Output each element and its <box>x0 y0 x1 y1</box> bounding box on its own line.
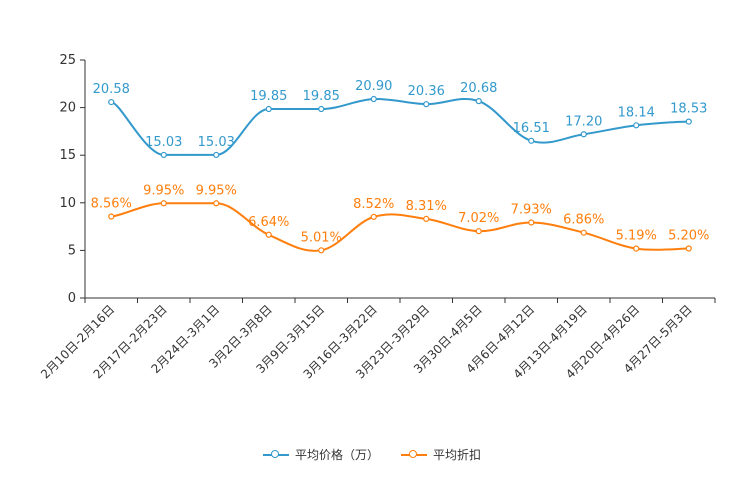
data-point <box>213 151 220 159</box>
data-label: 9.95% <box>143 183 184 198</box>
data-point <box>265 105 272 113</box>
legend: 平均价格（万） 平均折扣 <box>0 446 744 463</box>
data-point <box>108 213 115 220</box>
data-label: 7.02% <box>458 211 499 226</box>
y-tick-label: 5 <box>68 243 76 258</box>
data-point <box>528 219 535 226</box>
data-label: 15.03 <box>198 135 235 150</box>
legend-label-discount: 平均折扣 <box>433 448 482 462</box>
legend-swatch-price-icon <box>262 449 289 461</box>
data-label: 18.14 <box>618 105 655 120</box>
data-point <box>580 131 587 138</box>
y-tick-label: 0 <box>68 291 76 306</box>
data-label: 6.86% <box>563 213 604 228</box>
data-label: 5.20% <box>668 228 709 243</box>
data-point <box>633 122 640 129</box>
data-point <box>423 215 430 222</box>
legend-swatch-discount-icon <box>401 449 427 461</box>
data-label: 5.19% <box>616 229 657 244</box>
data-point <box>265 231 272 238</box>
data-point <box>685 118 692 125</box>
data-label: 16.51 <box>513 121 550 136</box>
data-point <box>160 151 167 159</box>
data-label: 20.36 <box>408 84 445 99</box>
data-label: 19.85 <box>303 89 340 104</box>
series-price: 20.58 15.03 15.03 19.85 19.85 20.90 20.36 20.68… <box>93 79 707 159</box>
data-label: 20.58 <box>93 82 130 97</box>
data-label: 17.20 <box>565 114 602 129</box>
legend-item-discount[interactable]: 平均折扣 <box>401 446 481 463</box>
y-tick-label: 25 <box>59 53 76 68</box>
y-tick-label: 15 <box>59 148 76 163</box>
data-label: 15.03 <box>145 135 182 150</box>
data-point <box>370 213 377 220</box>
data-label: 7.93% <box>511 203 552 218</box>
data-label: 20.90 <box>355 79 392 94</box>
legend-item-price[interactable]: 平均价格（万） <box>262 446 379 463</box>
data-point <box>580 229 587 236</box>
data-label: 9.95% <box>196 183 237 198</box>
y-tick-label: 10 <box>59 196 76 211</box>
legend-label-price: 平均价格（万） <box>294 448 379 462</box>
data-point <box>475 98 482 105</box>
data-point <box>475 228 482 235</box>
data-label: 19.85 <box>250 89 287 104</box>
series-discount: 8.56% 9.95% 9.95% 6.64% 5.01% 8.52% 8.31% 7.02%… <box>91 183 709 254</box>
data-point <box>318 105 325 113</box>
data-label: 20.68 <box>460 81 497 96</box>
data-label: 8.56% <box>91 197 132 212</box>
data-point <box>108 98 115 106</box>
y-tick-label: 20 <box>59 101 76 116</box>
series-layer: 20.58 15.03 15.03 19.85 19.85 20.90 20.36 20.68… <box>91 79 709 254</box>
data-point <box>423 101 430 108</box>
data-label: 8.31% <box>406 199 447 214</box>
data-point <box>160 200 167 207</box>
data-point <box>213 200 220 207</box>
data-label: 5.01% <box>301 230 342 245</box>
data-label: 8.52% <box>353 197 394 212</box>
data-point <box>633 245 640 252</box>
data-point <box>528 137 535 144</box>
data-label: 6.64% <box>248 215 289 230</box>
data-point <box>370 95 377 103</box>
data-label: 18.53 <box>670 102 707 117</box>
data-point <box>318 247 325 254</box>
data-point <box>685 245 692 252</box>
